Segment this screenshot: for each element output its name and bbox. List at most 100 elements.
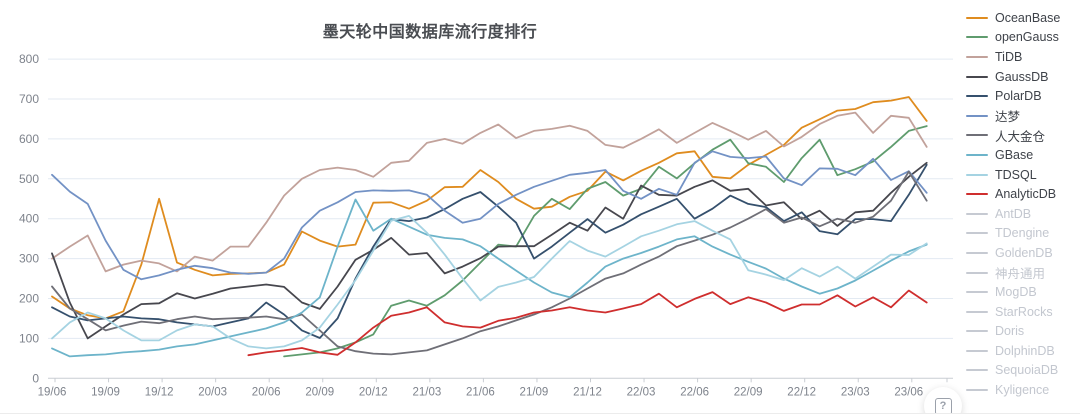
x-axis-label: 19/06 [38,386,67,398]
y-axis-label: 500 [19,172,39,186]
legend-swatch [966,193,988,196]
legend-label: TiDB [995,49,1023,64]
legend-label: PolarDB [995,89,1042,104]
legend-label: DolphinDB [995,343,1055,358]
x-axis-label: 21/03 [412,386,441,398]
legend-item-达梦[interactable]: 达梦 [966,106,1078,126]
legend-item-GBase[interactable]: GBase [966,145,1078,165]
y-axis-label: 300 [19,252,39,266]
legend-swatch [966,36,988,39]
legend-item-openGauss[interactable]: openGauss [966,28,1078,48]
legend-label: 人大金仓 [995,129,1046,144]
x-axis-label: 19/12 [145,386,174,398]
legend-item-TiDB[interactable]: TiDB [966,47,1078,67]
y-axis-label: 100 [19,331,39,345]
x-axis-label: 22/06 [680,386,709,398]
legend-label: SequoiaDB [995,363,1059,378]
x-axis-label: 21/12 [573,386,602,398]
legend-swatch [966,369,988,372]
legend-label: AntDB [995,206,1032,221]
legend-label: 达梦 [995,110,1021,125]
x-axis-label: 21/06 [466,386,495,398]
x-axis-label: 23/06 [894,386,923,398]
legend-swatch [966,95,988,98]
legend-item-AnalyticDB[interactable]: AnalyticDB [966,184,1078,204]
x-axis-label: 21/09 [520,386,549,398]
legend-swatch [966,153,988,156]
legend-item-人大金仓[interactable]: 人大金仓 [966,126,1078,146]
y-axis-label: 0 [32,371,39,385]
series-line-GBase [51,198,928,358]
legend-item-TDengine[interactable]: TDengine [966,224,1078,244]
legend-item-神舟通用[interactable]: 神舟通用 [966,263,1078,283]
x-axis-label: 19/09 [91,386,120,398]
legend-swatch [966,134,988,137]
x-axis-label: 22/09 [734,386,763,398]
legend-item-Doris[interactable]: Doris [966,322,1078,342]
y-axis-label: 200 [19,292,39,306]
y-axis-label: 700 [19,92,39,106]
legend-swatch [966,16,988,19]
legend-swatch [966,212,988,215]
legend-swatch [966,114,988,117]
legend-swatch [966,232,988,235]
legend-item-GoldenDB[interactable]: GoldenDB [966,243,1078,263]
legend-swatch [966,389,988,392]
legend-swatch [966,251,988,254]
series-line-TDSQL [51,214,928,350]
x-axis-label: 20/12 [359,386,388,398]
legend-item-OceanBase[interactable]: OceanBase [966,8,1078,28]
help-button[interactable]: ? [924,387,962,413]
legend-label: TDengine [995,226,1050,241]
legend-item-StarRocks[interactable]: StarRocks [966,302,1078,322]
legend-item-PolarDB[interactable]: PolarDB [966,86,1078,106]
legend-swatch [966,310,988,313]
series-line-人大金仓 [51,170,928,356]
legend-item-MogDB[interactable]: MogDB [966,282,1078,302]
legend-item-Kyligence[interactable]: Kyligence [966,380,1078,400]
legend-label: TDSQL [995,167,1037,182]
legend-swatch [966,271,988,274]
x-axis-label: 23/03 [841,386,870,398]
series-line-TiDB [51,111,928,273]
chart-legend: OceanBase openGauss TiDB GaussDB PolarDB 达梦人大… [966,8,1078,400]
legend-item-GaussDB[interactable]: GaussDB [966,67,1078,87]
series-line-AnalyticDB [247,289,928,357]
legend-item-SequoiaDB[interactable]: SequoiaDB [966,361,1078,381]
legend-label: 神舟通用 [995,267,1046,282]
legend-label: GaussDB [995,69,1049,84]
x-axis-label: 22/03 [627,386,656,398]
y-axis-label: 600 [19,132,39,146]
series-line-达梦 [51,150,928,281]
legend-item-TDSQL[interactable]: TDSQL [966,165,1078,185]
x-axis-label: 20/06 [252,386,281,398]
legend-swatch [966,75,988,78]
legend-label: Kyligence [995,383,1050,398]
legend-swatch [966,55,988,58]
x-axis-label: 22/12 [787,386,816,398]
series-line-OceanBase [51,96,928,320]
legend-label: MogDB [995,285,1037,300]
legend-item-DolphinDB[interactable]: DolphinDB [966,341,1078,361]
chart-title: 墨天轮中国数据库流行度排行 [322,24,538,41]
x-axis-label: 20/03 [198,386,227,398]
legend-label: openGauss [995,30,1059,45]
legend-label: AnalyticDB [995,187,1057,202]
legend-label: StarRocks [995,304,1053,319]
y-axis-label: 400 [19,212,39,226]
x-axis-label: 20/09 [305,386,334,398]
legend-swatch [966,291,988,294]
legend-swatch [966,330,988,333]
legend-label: OceanBase [995,10,1061,25]
y-axis-label: 800 [19,52,39,66]
legend-label: GoldenDB [995,245,1053,260]
legend-swatch [966,173,988,176]
legend-label: GBase [995,147,1034,162]
series-line-GaussDB [51,161,928,340]
series-line-openGauss [283,125,928,358]
legend-label: Doris [995,324,1025,339]
legend-item-AntDB[interactable]: AntDB [966,204,1078,224]
question-mark-icon: ? [934,397,952,413]
